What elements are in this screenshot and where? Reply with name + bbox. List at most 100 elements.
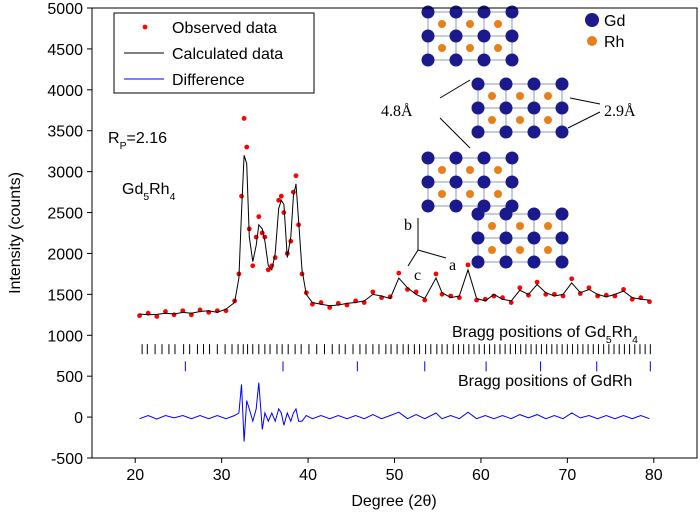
y-tick-label: 3500: [47, 124, 83, 141]
rh-atom: [494, 166, 502, 174]
gd-atom: [477, 151, 491, 165]
gd-atom: [477, 5, 491, 19]
observed-point: [647, 299, 652, 305]
rh-legend-atom: [587, 36, 597, 46]
observed-point: [154, 314, 160, 319]
legend-marker: [142, 24, 148, 30]
gd-atom: [421, 29, 435, 43]
observed-point: [534, 279, 540, 285]
legend-label: Difference: [172, 72, 245, 89]
rh-atom: [516, 222, 524, 230]
rh-atom: [488, 222, 496, 230]
gd-atom: [421, 175, 435, 189]
gd-atom: [505, 53, 519, 67]
rh-atom: [438, 44, 446, 52]
observed-point: [171, 312, 177, 318]
y-tick-label: -500: [51, 451, 83, 468]
gd-atom: [477, 53, 491, 67]
gd-atom: [477, 175, 491, 189]
distance-arrow: [567, 111, 601, 129]
rh-atom: [466, 44, 474, 52]
x-tick-label: 70: [558, 467, 576, 484]
observed-point: [621, 287, 626, 292]
rh-atom: [438, 190, 446, 198]
gd-atom: [471, 125, 485, 139]
gd-atom: [505, 29, 519, 43]
gd-atom: [505, 151, 519, 165]
y-tick-label: 1000: [47, 328, 83, 345]
bragg-label-part: Rh: [612, 324, 632, 341]
gd-atom: [499, 101, 513, 115]
rh-atom: [516, 92, 524, 100]
bragg-label-part: Bragg positions of Gd: [452, 324, 606, 341]
gd-atom: [471, 255, 485, 269]
bragg-label-part: 5: [606, 335, 612, 346]
observed-point: [241, 116, 247, 121]
gd-atom: [421, 199, 435, 213]
rh-atom: [438, 20, 446, 28]
axis-name: b: [404, 217, 412, 234]
observed-point: [422, 297, 428, 303]
formula-annotation-part: Rh: [149, 181, 169, 198]
x-axis-label: Degree (2θ): [351, 493, 436, 510]
gd-atom: [499, 231, 513, 245]
rh-atom: [466, 166, 474, 174]
gd-atom: [527, 125, 541, 139]
distance-arrow: [439, 79, 471, 99]
series-line: [139, 155, 650, 316]
axis-arrow: [417, 249, 447, 259]
y-tick-label: 2000: [47, 246, 83, 263]
x-tick-label: 50: [386, 467, 404, 484]
rh-atom: [488, 246, 496, 254]
formula-annotation: Gd5Rh4: [122, 181, 176, 203]
gd-atom: [471, 77, 485, 91]
observed-point: [293, 173, 299, 179]
gd-atom: [421, 53, 435, 67]
y-tick-label: 2500: [47, 206, 83, 223]
rh-atom: [488, 116, 496, 124]
inset-legend-label: Rh: [604, 34, 624, 51]
gd-atom: [471, 101, 485, 115]
observed-point: [265, 267, 271, 273]
axis-name: a: [449, 257, 456, 274]
gd-atom: [555, 77, 569, 91]
x-tick-label: 40: [299, 467, 317, 484]
gd-atom: [471, 207, 485, 221]
distance-label: 4.8Å: [381, 102, 413, 120]
distance-arrow: [569, 97, 601, 105]
observed-point: [239, 193, 244, 199]
gd-atom: [555, 101, 569, 115]
series-line: [139, 382, 650, 442]
bragg-label: Bragg positions of GdRh: [458, 373, 632, 390]
legend-label: Observed data: [172, 20, 277, 37]
observed-point: [586, 285, 592, 291]
rp-annotation-part: =2.16: [127, 130, 168, 147]
bragg-label: Bragg positions of Gd5Rh4: [452, 324, 638, 346]
observed-point: [276, 197, 282, 203]
gd-atom: [449, 175, 463, 189]
gd-atom: [505, 5, 519, 19]
observed-point: [396, 270, 402, 276]
gd-atom: [449, 151, 463, 165]
legend-label: Calculated data: [172, 46, 283, 63]
y-tick-label: 5000: [47, 1, 83, 18]
gd-atom: [477, 29, 491, 43]
observed-point: [250, 263, 256, 269]
rh-atom: [516, 116, 524, 124]
bragg-label-part: Bragg positions of GdRh: [458, 373, 632, 390]
observed-point: [327, 305, 333, 310]
gd-atom: [555, 255, 569, 269]
axis-arrow: [407, 249, 419, 267]
rh-atom: [438, 166, 446, 174]
observed-point: [163, 309, 168, 314]
formula-annotation-part: Gd: [122, 181, 143, 198]
formula-annotation-part: 4: [170, 192, 176, 203]
gd-atom: [421, 5, 435, 19]
gd-atom: [471, 231, 485, 245]
formula-annotation-part: 5: [143, 192, 149, 203]
distance-label: 2.9Å: [604, 102, 636, 120]
gd-atom: [555, 125, 569, 139]
y-tick-label: 500: [56, 369, 83, 386]
observed-point: [370, 289, 376, 295]
observed-point: [180, 308, 186, 314]
